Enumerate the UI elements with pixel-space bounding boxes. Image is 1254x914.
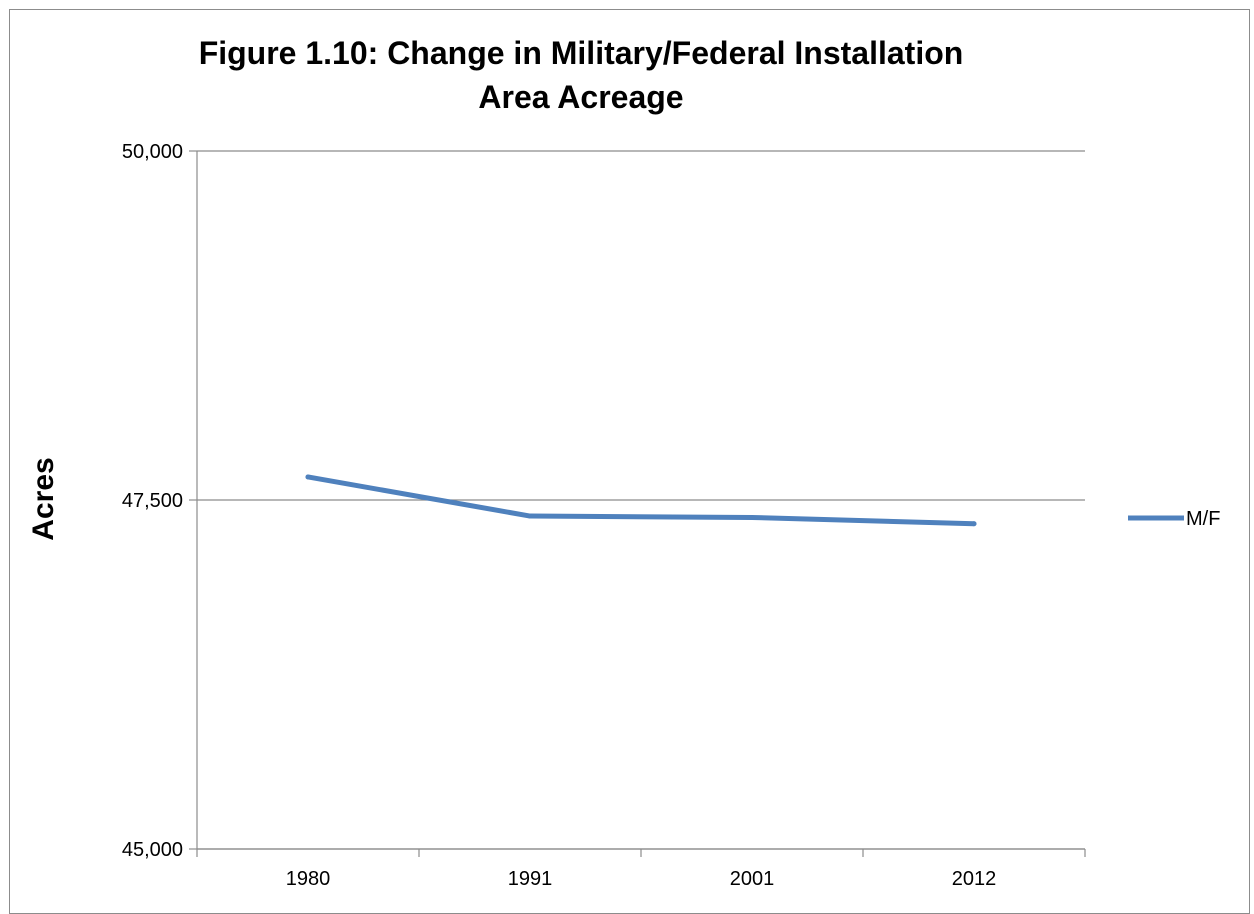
legend: M/F	[1128, 508, 1220, 530]
chart-title: Figure 1.10: Change in Military/Federal …	[199, 35, 964, 115]
axes	[189, 150, 1086, 857]
x-axis-tick-labels: 1980 1991 2001 2012	[286, 868, 997, 890]
chart-title-line-1: Figure 1.10: Change in Military/Federal …	[199, 35, 964, 71]
gridlines	[197, 150, 1085, 850]
x-tick-label: 2012	[952, 868, 997, 890]
data-point	[971, 521, 977, 527]
data-point	[527, 513, 533, 519]
data-point	[305, 474, 311, 480]
y-axis-title: Acres	[27, 457, 60, 540]
series-group	[305, 474, 977, 527]
y-tick-label: 47,500	[122, 490, 183, 512]
legend-label: M/F	[1186, 508, 1220, 530]
data-point	[749, 514, 755, 520]
x-tick-label: 1980	[286, 868, 331, 890]
x-tick-label: 2001	[730, 868, 775, 890]
chart-frame: Figure 1.10: Change in Military/Federal …	[9, 9, 1250, 914]
y-tick-label: 45,000	[122, 839, 183, 861]
y-axis-tick-labels: 45,000 47,500 50,000	[122, 141, 183, 861]
series-line	[305, 474, 977, 527]
chart-title-line-2: Area Acreage	[478, 79, 683, 115]
x-tick-label: 1991	[508, 868, 553, 890]
y-tick-label: 50,000	[122, 141, 183, 163]
